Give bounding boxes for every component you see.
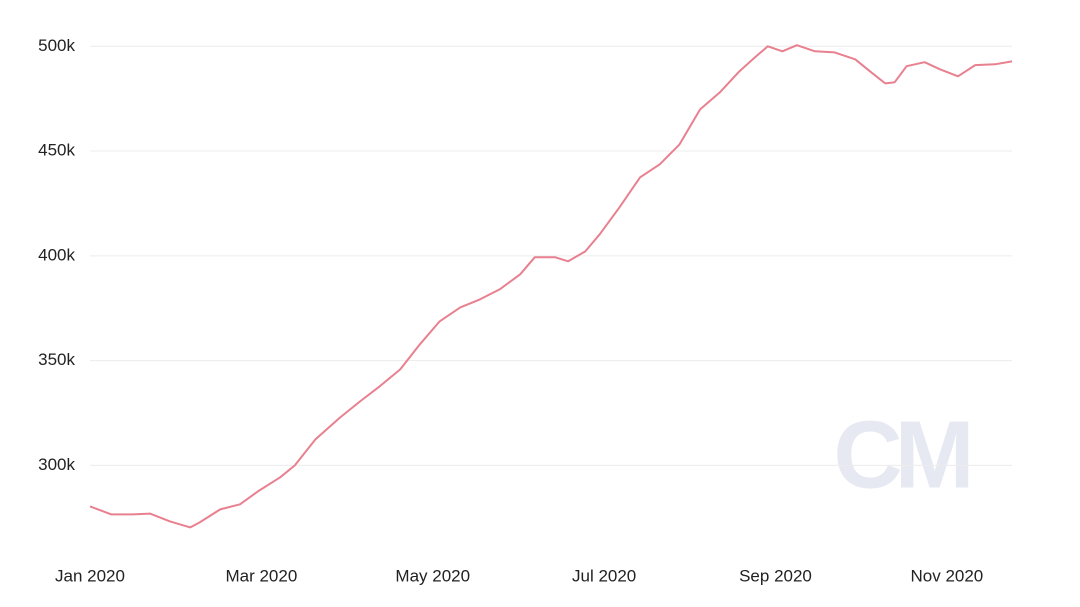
line xyxy=(89,44,1013,529)
x-tick-label: Sep 2020 xyxy=(739,566,812,585)
y-tick-label: 500k xyxy=(38,36,75,55)
x-tick-label: May 2020 xyxy=(395,566,470,585)
y-tick-label: 350k xyxy=(38,350,75,369)
x-tick-label: Mar 2020 xyxy=(225,566,297,585)
watermark: CM xyxy=(833,401,968,508)
x-tick-label: Jul 2020 xyxy=(572,566,636,585)
y-tick-label: 450k xyxy=(38,141,75,160)
x-tick-label: Jan 2020 xyxy=(55,566,125,585)
x-tick-label: Nov 2020 xyxy=(910,566,983,585)
y-tick-label: 400k xyxy=(38,245,75,264)
y-tick-label: 300k xyxy=(38,455,75,474)
